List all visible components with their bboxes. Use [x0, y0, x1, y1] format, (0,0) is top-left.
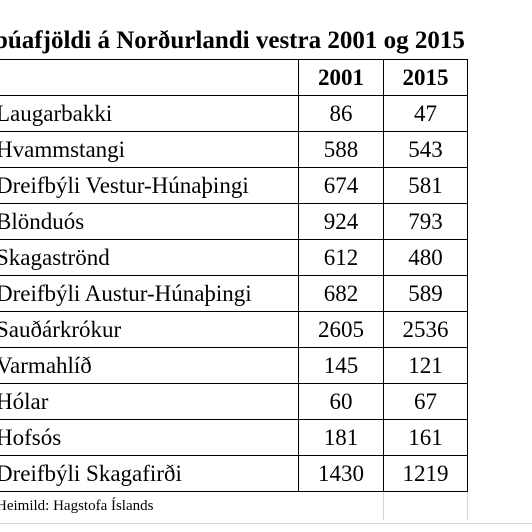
empty-cell[interactable] [383, 491, 469, 520]
table-row: Skagaströnd 612 480 [0, 239, 524, 276]
value-2001-cell[interactable]: 86 [298, 95, 384, 132]
table-row: Dreifbýli Vestur-Húnaþingi 674 581 [0, 167, 524, 204]
table-row: Blönduós 924 793 [0, 203, 524, 240]
empty-cell[interactable] [467, 347, 524, 384]
empty-cell[interactable] [467, 167, 524, 204]
value-2015-cell[interactable]: 161 [382, 419, 469, 456]
table-title: búafjöldi á Norðurlandi vestra 2001 og 2… [0, 27, 465, 54]
value-2015-cell[interactable]: 1219 [382, 455, 469, 492]
value-2015-cell[interactable]: 480 [382, 239, 469, 276]
value-2015-cell[interactable]: 47 [382, 95, 469, 132]
empty-cell[interactable] [467, 59, 524, 96]
value-2015-cell[interactable]: 67 [382, 383, 469, 420]
empty-cell[interactable] [467, 311, 524, 348]
value-2001-cell[interactable]: 588 [298, 131, 384, 168]
place-name-cell[interactable]: Hólar [0, 383, 300, 420]
place-name-cell[interactable]: Laugarbakki [0, 95, 300, 132]
place-name-cell[interactable]: Varmahlíð [0, 347, 300, 384]
empty-cell[interactable] [467, 203, 524, 240]
source-row: Heimild: Hagstofa Íslands [0, 491, 524, 521]
empty-cell[interactable] [298, 491, 384, 520]
header-2015[interactable]: 2015 [382, 59, 469, 96]
table-row: Dreifbýli Austur-Húnaþingi 682 589 [0, 275, 524, 312]
table-row: Hólar 60 67 [0, 383, 524, 420]
place-name-cell[interactable]: Dreifbýli Vestur-Húnaþingi [0, 167, 300, 204]
value-2015-cell[interactable]: 2536 [382, 311, 469, 348]
value-2001-cell[interactable]: 612 [298, 239, 384, 276]
table-row: Hofsós 181 161 [0, 419, 524, 456]
value-2015-cell[interactable]: 581 [382, 167, 469, 204]
table-row: Hvammstangi 588 543 [0, 131, 524, 168]
value-2015-cell[interactable]: 589 [382, 275, 469, 312]
source-note[interactable]: Heimild: Hagstofa Íslands [0, 498, 154, 514]
value-2015-cell[interactable]: 543 [382, 131, 469, 168]
population-table: 2001 2015 Laugarbakki 86 47 Hvammstangi 588 5… [0, 59, 524, 520]
value-2001-cell[interactable]: 2605 [298, 311, 384, 348]
value-2015-cell[interactable]: 121 [382, 347, 469, 384]
value-2001-cell[interactable]: 60 [298, 383, 384, 420]
place-name-cell[interactable]: Hofsós [0, 419, 300, 456]
place-name-cell[interactable]: Hvammstangi [0, 131, 300, 168]
value-2001-cell[interactable]: 674 [298, 167, 384, 204]
value-2001-cell[interactable]: 682 [298, 275, 384, 312]
table-row: Dreifbýli Skagafirði 1430 1219 [0, 455, 524, 492]
place-name-cell[interactable]: Blönduós [0, 203, 300, 240]
value-2001-cell[interactable]: 1430 [298, 455, 384, 492]
table-row: Laugarbakki 86 47 [0, 95, 524, 132]
empty-cell[interactable] [468, 492, 524, 521]
header-row: 2001 2015 [0, 59, 524, 96]
empty-cell[interactable] [467, 239, 524, 276]
place-name-cell[interactable]: Skagaströnd [0, 239, 300, 276]
table-row: Varmahlíð 145 121 [0, 347, 524, 384]
empty-cell[interactable] [467, 383, 524, 420]
grid-line [0, 523, 532, 524]
place-name-cell[interactable]: Dreifbýli Skagafirði [0, 455, 300, 492]
empty-cell[interactable] [467, 455, 524, 492]
value-2015-cell[interactable]: 793 [382, 203, 469, 240]
table-row: Sauðárkrókur 2605 2536 [0, 311, 524, 348]
header-2001[interactable]: 2001 [298, 59, 384, 96]
value-2001-cell[interactable]: 924 [298, 203, 384, 240]
place-name-cell[interactable]: Dreifbýli Austur-Húnaþingi [0, 275, 300, 312]
empty-cell[interactable] [467, 95, 524, 132]
value-2001-cell[interactable]: 181 [298, 419, 384, 456]
empty-cell[interactable] [467, 275, 524, 312]
place-name-cell[interactable]: Sauðárkrókur [0, 311, 300, 348]
empty-cell[interactable] [467, 419, 524, 456]
value-2001-cell[interactable]: 145 [298, 347, 384, 384]
header-empty-cell[interactable] [0, 59, 300, 96]
empty-cell[interactable] [467, 131, 524, 168]
